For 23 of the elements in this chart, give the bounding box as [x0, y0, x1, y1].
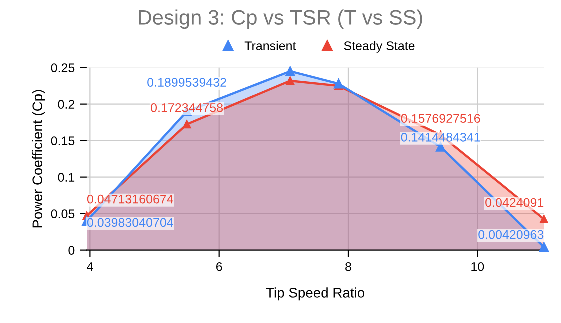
data-label: 0.172344758 [151, 103, 224, 112]
y-tick-label: 0 [68, 246, 75, 255]
legend-label: Steady State [344, 41, 415, 53]
data-label: 0.0424091 [486, 198, 544, 208]
x-axis-title: Tip Speed Ratio [266, 288, 365, 301]
x-tick-label: 10 [472, 262, 484, 272]
chart-title: Design 3: Cp vs TSR (T vs SS) [139, 10, 422, 30]
y-tick-label: 0.05 [51, 210, 75, 218]
x-tick-label: 4 [86, 262, 94, 272]
y-tick-label: 0.15 [51, 136, 75, 146]
y-tick-label: 0.25 [51, 64, 75, 72]
data-label: 0.03983040704 [87, 218, 174, 228]
data-label: 0.04713160674 [87, 194, 174, 204]
x-tick-label: 6 [216, 262, 222, 272]
data-label: 0.1414484341 [401, 132, 480, 142]
x-tick-label: 8 [346, 262, 352, 272]
y-tick-label: 0.2 [58, 100, 75, 109]
data-label: 0.1576927516 [401, 114, 480, 124]
y-axis-title: Power Coefficient (Cp) [32, 90, 46, 228]
y-tick-label: 0.1 [58, 173, 75, 182]
legend-label: Transient [244, 41, 296, 50]
data-label: 0.00420963 [478, 230, 544, 240]
data-label: 0.1899539432 [148, 78, 226, 87]
